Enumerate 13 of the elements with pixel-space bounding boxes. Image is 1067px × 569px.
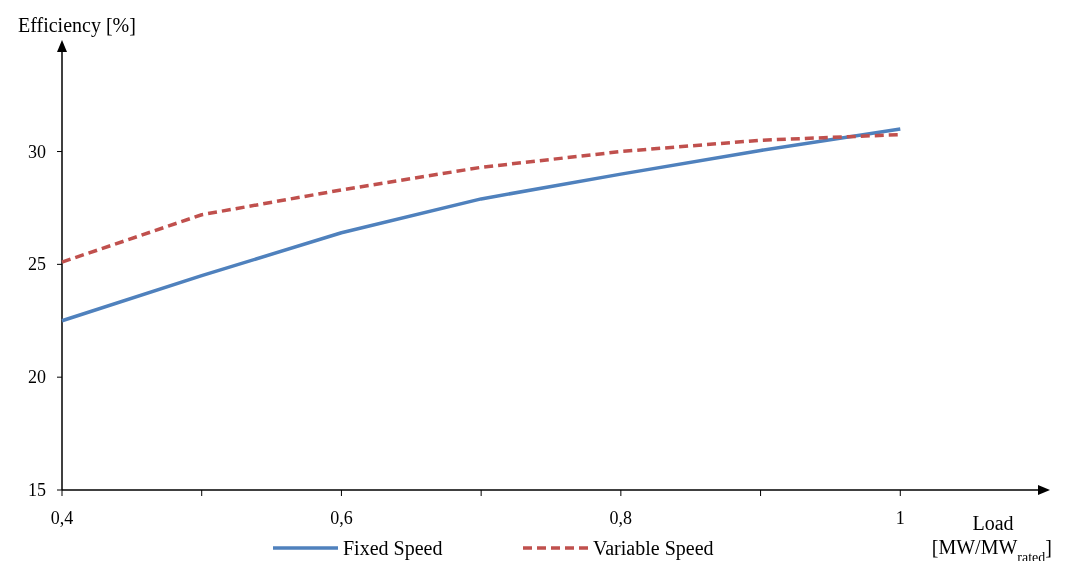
x-tick-label: 0,8 xyxy=(609,508,633,528)
x-axis-title: Load [MW/MW$_{rated}$] xyxy=(931,512,1052,565)
y-tick-label: 20 xyxy=(28,367,46,388)
y-axis-title: Efficiency [%] xyxy=(18,14,136,37)
line-series xyxy=(60,127,903,323)
x-tick-label: 0,6 xyxy=(330,508,353,528)
x-tick-label: 1 xyxy=(895,508,905,528)
y-tick-label: 30 xyxy=(28,141,46,162)
legend-label: Variable Speed xyxy=(593,537,714,560)
x-tick-label: 0,4 xyxy=(50,508,74,528)
y-tick-label: 25 xyxy=(28,254,46,275)
y-tick-label: 15 xyxy=(28,480,46,500)
legend-label: Fixed Speed xyxy=(343,537,443,560)
